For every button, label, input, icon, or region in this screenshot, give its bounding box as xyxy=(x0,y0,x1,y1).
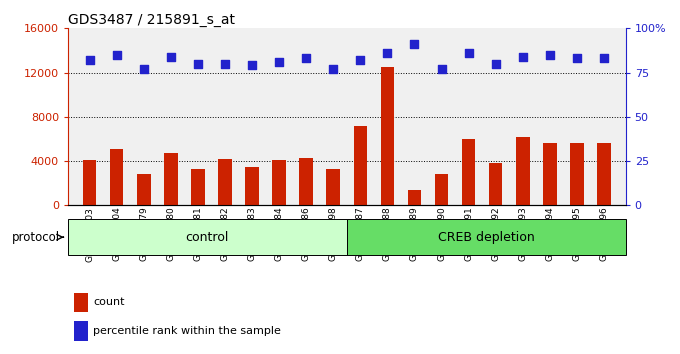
Bar xyxy=(462,139,475,205)
Point xyxy=(517,54,528,59)
Text: count: count xyxy=(93,297,124,307)
Bar xyxy=(83,160,97,205)
Point xyxy=(112,52,122,58)
Point xyxy=(138,66,149,72)
Point xyxy=(273,59,284,65)
Text: percentile rank within the sample: percentile rank within the sample xyxy=(93,326,281,336)
Bar xyxy=(489,163,503,205)
Bar xyxy=(191,169,205,205)
Point xyxy=(192,61,203,67)
Point xyxy=(165,54,176,59)
Bar xyxy=(245,167,259,205)
Point xyxy=(463,50,474,56)
Point xyxy=(301,56,311,61)
Text: GDS3487 / 215891_s_at: GDS3487 / 215891_s_at xyxy=(68,13,235,27)
Bar xyxy=(137,175,150,205)
Bar xyxy=(299,158,313,205)
Bar xyxy=(73,321,88,341)
Bar xyxy=(218,159,232,205)
Bar xyxy=(68,219,347,255)
Bar xyxy=(164,153,177,205)
Bar xyxy=(570,143,583,205)
Point xyxy=(247,63,258,68)
Bar xyxy=(516,137,530,205)
Bar xyxy=(543,143,556,205)
Point xyxy=(545,52,556,58)
Point xyxy=(490,61,501,67)
Point xyxy=(571,56,582,61)
Point xyxy=(220,61,231,67)
Point xyxy=(382,50,393,56)
Bar xyxy=(354,126,367,205)
Point xyxy=(328,66,339,72)
Text: control: control xyxy=(186,231,229,244)
Bar xyxy=(110,149,124,205)
Bar xyxy=(381,67,394,205)
Bar xyxy=(326,169,340,205)
Bar xyxy=(408,190,421,205)
Point xyxy=(436,66,447,72)
Point xyxy=(355,57,366,63)
Bar xyxy=(347,219,626,255)
Bar xyxy=(73,293,88,312)
Text: protocol: protocol xyxy=(12,231,60,244)
Text: CREB depletion: CREB depletion xyxy=(438,231,534,244)
Point xyxy=(84,57,95,63)
Point xyxy=(409,41,420,47)
Bar xyxy=(435,175,448,205)
Point xyxy=(598,56,609,61)
Bar xyxy=(597,143,611,205)
Bar xyxy=(273,160,286,205)
